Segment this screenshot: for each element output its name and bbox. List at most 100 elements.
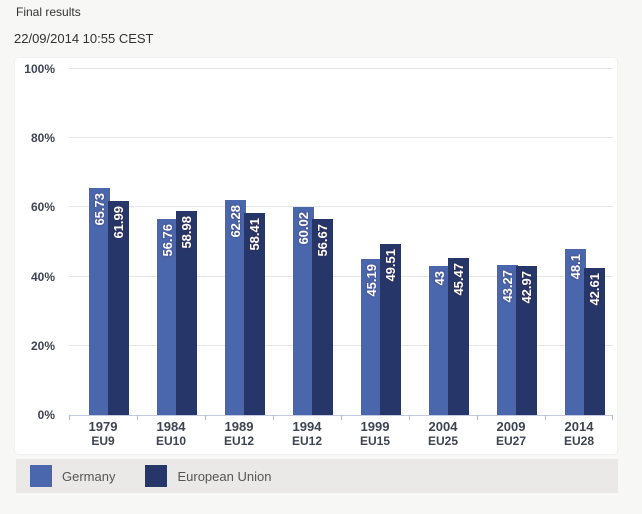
bar-european-union-1984[interactable]: 58.98	[176, 210, 197, 415]
x-axis-tick	[273, 415, 274, 420]
category-slot: 56.76 58.98	[137, 69, 205, 415]
x-category-label: 2009 EU27	[477, 419, 545, 449]
x-axis-tick	[477, 415, 478, 420]
legend-swatch	[145, 465, 168, 487]
bar-value-label: 56.67	[315, 223, 330, 257]
bar-value-wrap: 45.19	[361, 264, 382, 297]
bar-european-union-2014[interactable]: 42.61	[584, 267, 605, 415]
y-tick-label: 20%	[30, 338, 55, 353]
bar-european-union-1999[interactable]: 49.51	[380, 243, 401, 415]
x-label-members: EU15	[359, 434, 391, 448]
x-label-year: 1994	[292, 419, 322, 434]
bar-value-label: 45.47	[451, 262, 466, 296]
bar-germany-1994[interactable]: 60.02	[293, 207, 314, 415]
x-label-members: EU10	[155, 434, 187, 448]
x-category-label: 1984 EU10	[137, 419, 205, 449]
category-slot: 48.1 42.61	[545, 69, 613, 415]
bar-european-union-2009[interactable]: 42.97	[516, 266, 537, 415]
x-axis-tick	[137, 415, 138, 420]
bar-germany-2009[interactable]: 43.27	[497, 265, 518, 415]
bar-value-wrap: 58.98	[176, 216, 197, 249]
x-category-label: 2014 EU28	[545, 419, 613, 449]
plot-area: 65.73 61.99 56.76 58.98 62.28 58.41 60.02 56.67…	[69, 68, 613, 420]
x-category-label: 1979 EU9	[69, 419, 137, 449]
x-label-year: 2004	[428, 419, 458, 434]
bar-value-label: 65.73	[92, 192, 107, 226]
bar-value-wrap: 48.1	[565, 254, 586, 279]
bar-value-label: 42.61	[587, 272, 602, 306]
gridline	[69, 206, 613, 208]
gridline	[69, 137, 613, 139]
legend: Germany European Union	[16, 459, 618, 493]
legend-item-germany[interactable]: Germany	[30, 465, 115, 487]
x-label-members: EU12	[223, 434, 255, 448]
bar-value-wrap: 60.02	[293, 212, 314, 245]
y-tick-label: 60%	[30, 200, 55, 215]
x-category-label: 2004 EU25	[409, 419, 477, 449]
x-label-members: EU9	[91, 434, 115, 448]
bar-european-union-1989[interactable]: 58.41	[244, 212, 265, 415]
bar-value-wrap: 49.51	[380, 249, 401, 282]
bar-value-label: 43	[432, 271, 447, 286]
bar-value-wrap: 43.27	[497, 270, 518, 303]
legend-swatch	[30, 465, 52, 487]
bar-value-label: 48.1	[568, 253, 583, 279]
bar-value-wrap: 56.67	[312, 224, 333, 257]
x-label-members: EU28	[563, 434, 595, 448]
category-slot: 45.19 49.51	[341, 69, 409, 415]
bar-european-union-1979[interactable]: 61.99	[108, 200, 129, 415]
bar-value-label: 58.98	[179, 215, 194, 249]
category-slot: 43.27 42.97	[477, 69, 545, 415]
bar-germany-1984[interactable]: 56.76	[157, 218, 178, 415]
bar-value-wrap: 56.76	[157, 224, 178, 257]
bar-value-wrap: 42.97	[516, 271, 537, 304]
x-category-label: 1989 EU12	[205, 419, 273, 449]
bar-value-wrap: 61.99	[108, 206, 129, 239]
bar-value-label: 56.76	[160, 223, 175, 257]
category-slot: 60.02 56.67	[273, 69, 341, 415]
x-label-year: 1999	[360, 419, 390, 434]
x-label-year: 1989	[224, 419, 254, 434]
x-axis-tick	[69, 415, 70, 420]
bar-germany-2014[interactable]: 48.1	[565, 248, 586, 415]
x-label-members: EU25	[427, 434, 459, 448]
y-tick-label: 80%	[30, 131, 55, 146]
legend-item-european-union[interactable]: European Union	[145, 465, 271, 487]
bar-value-wrap: 45.47	[448, 263, 469, 296]
legend-label: European Union	[177, 468, 272, 484]
x-axis-tick	[612, 415, 613, 420]
legend-label: Germany	[62, 468, 116, 484]
x-label-members: EU12	[291, 434, 323, 448]
x-label-members: EU27	[495, 434, 527, 448]
bar-european-union-1994[interactable]: 56.67	[312, 218, 333, 415]
bar-value-label: 60.02	[296, 212, 311, 245]
x-axis: 1979 EU9 1984 EU10 1989 EU12 1994 EU12 1999 EU15 2…	[69, 419, 613, 449]
bar-value-label: 42.97	[519, 271, 534, 304]
bar-value-label: 62.28	[228, 204, 243, 238]
bar-germany-2004[interactable]: 43	[429, 266, 450, 415]
x-axis-tick	[409, 415, 410, 420]
gridline	[69, 68, 613, 69]
category-slot: 65.73 61.99	[69, 69, 137, 415]
x-label-year: 2009	[496, 419, 526, 434]
gridline	[69, 275, 613, 277]
bar-germany-1979[interactable]: 65.73	[89, 187, 110, 415]
bar-value-wrap: 43	[429, 271, 450, 285]
y-tick-label: 40%	[30, 269, 55, 284]
category-slot: 43 45.47	[409, 69, 477, 415]
x-axis-tick	[545, 415, 546, 420]
x-label-year: 1984	[156, 419, 186, 434]
bar-value-label: 61.99	[111, 205, 126, 239]
bar-value-wrap: 62.28	[225, 205, 246, 238]
bar-germany-1989[interactable]: 62.28	[225, 199, 246, 415]
bar-european-union-2004[interactable]: 45.47	[448, 257, 469, 415]
bar-value-label: 58.41	[247, 217, 262, 251]
bar-value-label: 45.19	[364, 263, 379, 297]
y-axis: 0% 20% 40% 60% 80% 100%	[15, 62, 61, 422]
bar-germany-1999[interactable]: 45.19	[361, 258, 382, 415]
category-slot: 62.28 58.41	[205, 69, 273, 415]
timestamp: 22/09/2014 10:55 CEST	[14, 31, 154, 46]
gridline	[69, 344, 613, 346]
x-category-label: 1999 EU15	[341, 419, 409, 449]
bar-value-label: 43.27	[500, 270, 515, 303]
